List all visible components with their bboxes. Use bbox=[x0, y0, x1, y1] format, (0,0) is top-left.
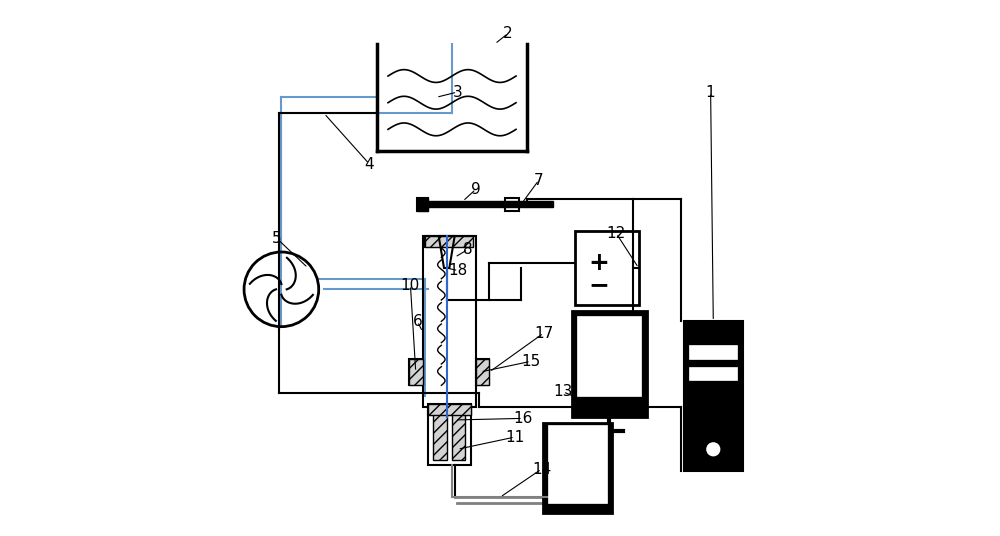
Bar bbox=[543, 422, 612, 513]
Text: 11: 11 bbox=[505, 429, 525, 444]
Text: 17: 17 bbox=[534, 325, 553, 340]
Bar bbox=[684, 321, 743, 471]
Text: 3: 3 bbox=[452, 85, 462, 100]
Bar bbox=[423, 236, 476, 407]
Bar bbox=[417, 198, 428, 211]
Bar bbox=[409, 359, 423, 385]
Bar bbox=[689, 367, 737, 380]
Text: 8: 8 bbox=[463, 242, 473, 257]
Bar bbox=[428, 404, 471, 415]
Circle shape bbox=[707, 443, 720, 456]
Text: 12: 12 bbox=[607, 226, 626, 241]
Bar bbox=[476, 359, 489, 385]
Bar bbox=[575, 230, 639, 306]
Text: −: − bbox=[588, 273, 609, 297]
Text: 5: 5 bbox=[272, 231, 282, 246]
Bar bbox=[577, 316, 641, 396]
Bar bbox=[428, 404, 471, 415]
Bar bbox=[476, 359, 489, 385]
Bar bbox=[425, 236, 473, 247]
Text: 13: 13 bbox=[553, 384, 573, 399]
Text: 14: 14 bbox=[532, 461, 551, 477]
Bar bbox=[409, 359, 423, 385]
Text: 15: 15 bbox=[521, 354, 541, 369]
Text: 4: 4 bbox=[365, 157, 374, 172]
Text: 6: 6 bbox=[412, 314, 422, 329]
Text: 18: 18 bbox=[449, 263, 468, 278]
Bar bbox=[505, 198, 519, 211]
Bar bbox=[548, 425, 607, 503]
Text: 10: 10 bbox=[401, 278, 420, 293]
Text: 16: 16 bbox=[513, 411, 533, 426]
Bar bbox=[420, 202, 553, 207]
Text: 9: 9 bbox=[471, 182, 481, 197]
Bar bbox=[689, 345, 737, 359]
Text: 7: 7 bbox=[534, 173, 544, 188]
Bar bbox=[428, 407, 471, 465]
Text: 2: 2 bbox=[503, 26, 513, 41]
Text: +: + bbox=[588, 251, 609, 274]
Text: 1: 1 bbox=[706, 85, 715, 100]
Bar bbox=[572, 311, 647, 418]
Bar bbox=[417, 198, 428, 211]
Bar bbox=[433, 412, 447, 460]
Bar bbox=[452, 412, 465, 460]
Bar bbox=[425, 236, 473, 247]
